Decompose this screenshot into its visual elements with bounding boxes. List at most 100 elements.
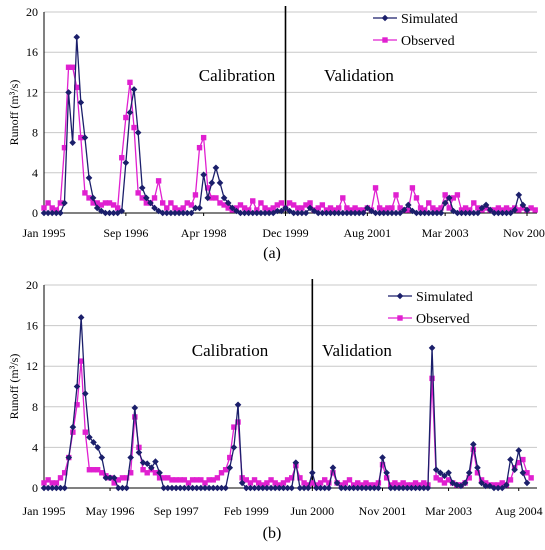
calibration-label: Calibration xyxy=(199,66,276,85)
simulated-point xyxy=(391,484,399,492)
simulated-point xyxy=(212,164,220,172)
x-tick-label: Sep 1996 xyxy=(103,226,148,240)
legend-marker xyxy=(381,14,389,22)
x-tick-label: Apr 1998 xyxy=(181,226,227,240)
simulated-point xyxy=(482,201,490,209)
observed-point xyxy=(309,480,316,486)
observed-point xyxy=(222,467,229,473)
simulated-point xyxy=(73,33,81,41)
simulated-point xyxy=(300,484,308,492)
y-tick-label: 4 xyxy=(32,166,38,180)
observed-point xyxy=(383,475,390,481)
observed-point xyxy=(421,480,427,486)
simulated-point xyxy=(350,484,357,492)
simulated-point xyxy=(86,433,93,441)
series-simulated xyxy=(40,314,531,492)
x-tick-label: May 1996 xyxy=(86,504,135,518)
x-tick-label: Nov 2001 xyxy=(359,504,407,518)
observed-point xyxy=(264,480,270,486)
observed-point xyxy=(70,429,76,435)
observed-point xyxy=(140,467,146,473)
observed-point xyxy=(217,200,223,206)
simulated-point xyxy=(245,209,252,217)
observed-point xyxy=(499,480,505,486)
simulated-point xyxy=(413,209,420,217)
observed-point xyxy=(250,198,256,204)
simulated-point xyxy=(304,484,312,492)
x-tick-label: Feb 1999 xyxy=(224,504,269,518)
simulated-point xyxy=(143,194,150,202)
simulated-point xyxy=(395,484,403,492)
observed-point xyxy=(172,205,178,211)
simulated-point xyxy=(335,209,343,217)
simulated-point xyxy=(226,464,234,471)
observed-point xyxy=(45,200,51,206)
simulated-point xyxy=(98,454,106,461)
simulated-point xyxy=(408,484,415,492)
simulated-point xyxy=(61,484,68,492)
observed-point xyxy=(528,205,534,211)
observed-point xyxy=(69,64,76,70)
simulated-point xyxy=(93,204,101,212)
observed-point xyxy=(375,480,382,486)
simulated-point xyxy=(175,209,183,217)
observed-point xyxy=(352,205,358,211)
observed-point xyxy=(214,475,221,481)
simulated-point xyxy=(432,466,440,474)
simulated-point xyxy=(499,209,506,217)
x-tick-label: Sep 1997 xyxy=(154,504,199,518)
simulated-point xyxy=(342,484,349,492)
simulated-point xyxy=(445,469,452,477)
observed-line xyxy=(43,361,532,486)
simulated-point xyxy=(48,209,56,217)
observed-point xyxy=(317,480,324,486)
simulated-point xyxy=(224,199,232,207)
simulated-point xyxy=(69,423,77,431)
simulated-point xyxy=(523,206,531,214)
simulated-point xyxy=(466,209,473,217)
observed-point xyxy=(177,477,183,483)
x-tick-label: Jan 1995 xyxy=(23,504,66,518)
simulated-point xyxy=(339,209,347,217)
simulated-point xyxy=(127,454,134,461)
simulated-point xyxy=(90,439,97,446)
observed-point xyxy=(290,202,297,208)
simulated-point xyxy=(380,209,388,217)
observed-point xyxy=(119,155,125,161)
observed-point xyxy=(65,64,72,70)
observed-point xyxy=(462,205,469,211)
observed-point xyxy=(74,402,80,408)
observed-point xyxy=(235,419,241,425)
simulated-point xyxy=(65,454,73,461)
observed-point xyxy=(185,480,192,486)
observed-point xyxy=(143,200,150,206)
simulated-point xyxy=(404,201,412,209)
observed-point xyxy=(413,195,420,201)
simulated-point xyxy=(159,209,167,217)
simulated-point xyxy=(359,209,367,217)
simulated-point xyxy=(329,464,337,471)
simulated-point xyxy=(181,484,188,492)
observed-point xyxy=(57,475,64,481)
simulated-point xyxy=(399,484,407,492)
y-tick-label: 8 xyxy=(32,126,38,140)
observed-point xyxy=(475,205,481,211)
simulated-point xyxy=(44,209,52,217)
observed-point xyxy=(397,205,403,211)
observed-point xyxy=(94,200,100,206)
observed-point xyxy=(135,190,141,196)
observed-point xyxy=(41,205,47,211)
simulated-point xyxy=(216,179,224,187)
simulated-point xyxy=(333,479,341,487)
simulated-point xyxy=(449,479,456,487)
simulated-point xyxy=(317,484,324,492)
observed-point xyxy=(376,205,383,211)
simulated-point xyxy=(263,484,271,492)
observed-point xyxy=(164,205,170,211)
observed-point xyxy=(192,192,199,198)
observed-point xyxy=(131,124,137,131)
simulated-point xyxy=(490,209,498,217)
simulated-point xyxy=(387,484,395,492)
simulated-point xyxy=(251,484,258,492)
